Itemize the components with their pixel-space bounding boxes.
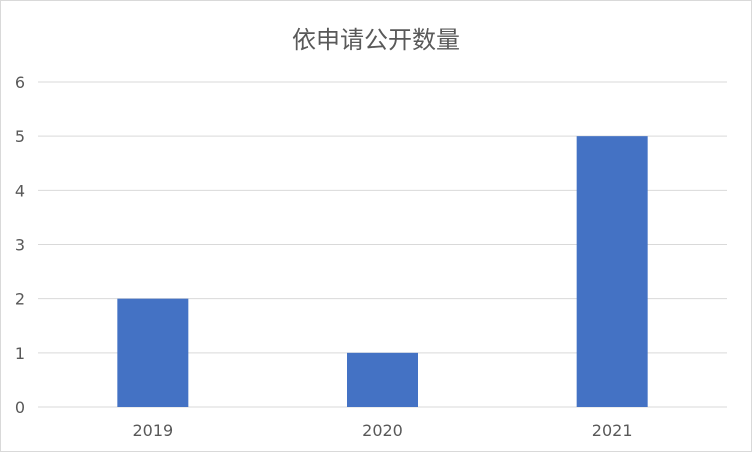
bar-2020 <box>347 352 418 407</box>
chart-title: 依申请公开数量 <box>292 26 460 54</box>
y-axis-ticks: 0 1 2 3 4 5 6 <box>15 73 25 417</box>
y-tick-label: 2 <box>15 290 25 309</box>
x-tick-label: 2021 <box>592 421 633 440</box>
y-tick-label: 6 <box>15 73 25 92</box>
x-tick-label: 2020 <box>362 421 403 440</box>
bars <box>117 136 648 407</box>
y-tick-label: 4 <box>15 181 25 200</box>
bar-2021 <box>576 136 648 407</box>
y-tick-label: 1 <box>15 344 25 363</box>
y-tick-label: 5 <box>15 127 25 146</box>
bar-2019 <box>117 298 189 407</box>
y-tick-label: 0 <box>15 398 25 417</box>
x-tick-label: 2019 <box>132 421 173 440</box>
x-axis-ticks: 2019 2020 2021 <box>132 421 632 440</box>
y-tick-label: 3 <box>15 236 25 255</box>
